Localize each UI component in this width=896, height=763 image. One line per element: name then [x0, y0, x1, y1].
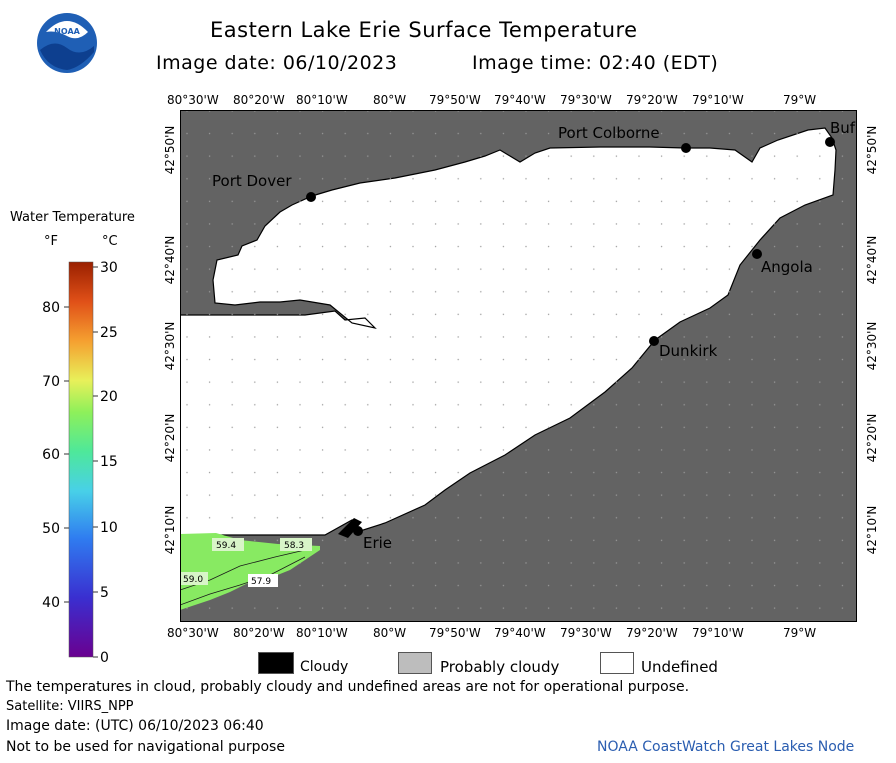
map-title: Eastern Lake Erie Surface Temperature — [210, 18, 638, 42]
lat-tick: 42°10'N — [163, 506, 177, 555]
lat-tick: 42°50'N — [865, 126, 879, 175]
lon-tick: 79°50'W — [429, 93, 481, 107]
lake-map: 59.4 58.3 59.0 57.9 Port Dover Port Colb… — [180, 110, 857, 622]
lon-tick: 79°W — [783, 626, 817, 640]
image-time: Image time: 02:40 (EDT) — [472, 52, 719, 74]
lat-tick: 42°40'N — [163, 236, 177, 285]
lat-tick: 42°20'N — [865, 414, 879, 463]
isotherm-label: 59.0 — [183, 575, 203, 585]
temperature-colorbar: 80 70 60 50 40 30 25 20 15 10 5 0 — [42, 260, 118, 666]
colorbar-title: Water Temperature — [10, 210, 135, 225]
image-date: Image date: 06/10/2023 — [156, 52, 398, 74]
port-dover-label: Port Dover — [212, 172, 292, 190]
lat-tick: 42°40'N — [865, 236, 879, 285]
lon-tick: 80°10'W — [296, 93, 348, 107]
lon-tick: 79°10'W — [692, 93, 744, 107]
lon-tick: 79°40'W — [494, 93, 546, 107]
colorbar-f-tick: 70 — [42, 374, 60, 390]
dunkirk-marker — [649, 336, 659, 346]
erie-marker — [353, 526, 363, 536]
colorbar-unit-c: °C — [102, 234, 118, 249]
lat-lon-grid — [180, 110, 857, 622]
lon-tick: 80°30'W — [167, 626, 219, 640]
lat-axis-right: 42°50'N 42°40'N 42°30'N 42°20'N 42°10'N — [865, 126, 879, 555]
legend-label-undefined: Undefined — [641, 658, 718, 676]
lat-tick: 42°50'N — [163, 126, 177, 175]
colorbar-unit-f: °F — [44, 234, 58, 249]
lon-tick: 79°20'W — [626, 626, 678, 640]
buffalo-label: Buf — [830, 119, 856, 137]
buffalo-marker — [825, 137, 835, 147]
colorbar-f-tick: 80 — [42, 300, 60, 316]
colorbar-f-tick: 50 — [42, 521, 60, 537]
lat-tick: 42°30'N — [163, 322, 177, 371]
lon-tick: 79°50'W — [429, 626, 481, 640]
nav-warning-text: Not to be used for navigational purpose — [6, 739, 285, 755]
angola-label: Angola — [761, 258, 813, 276]
lat-tick: 42°20'N — [163, 414, 177, 463]
lon-tick: 80°W — [373, 93, 407, 107]
satellite-text: Satellite: VIIRS_NPP — [6, 699, 134, 714]
port-dover-marker — [306, 192, 316, 202]
erie-label: Erie — [363, 534, 392, 552]
lon-tick: 79°30'W — [560, 93, 612, 107]
lon-tick: 80°20'W — [233, 93, 285, 107]
lat-tick: 42°30'N — [865, 322, 879, 371]
lat-tick: 42°10'N — [865, 506, 879, 555]
isotherm-label: 59.4 — [216, 541, 236, 551]
legend-swatch-cloudy — [258, 652, 294, 674]
lat-axis-left: 42°50'N 42°40'N 42°30'N 42°20'N 42°10'N — [163, 126, 177, 555]
port-colborne-label: Port Colborne — [558, 124, 660, 142]
legend-swatch-undefined — [600, 652, 634, 674]
dunkirk-label: Dunkirk — [659, 342, 718, 360]
cloudy-area — [338, 518, 362, 538]
colorbar-c-tick: 20 — [100, 389, 118, 405]
lon-tick: 80°30'W — [167, 93, 219, 107]
colorbar-c-tick: 25 — [100, 325, 118, 341]
lon-tick: 79°10'W — [692, 626, 744, 640]
colorbar-c-tick: 5 — [100, 585, 109, 601]
colorbar-c-tick: 0 — [100, 650, 109, 666]
legend-swatch-probably-cloudy — [398, 652, 432, 674]
utc-date-text: Image date: (UTC) 06/10/2023 06:40 — [6, 718, 264, 734]
colorbar-f-tick: 60 — [42, 447, 60, 463]
isotherm-label: 58.3 — [284, 541, 304, 551]
colorbar-c-tick: 10 — [100, 520, 118, 536]
lon-tick: 79°20'W — [626, 93, 678, 107]
legend-label-probably-cloudy: Probably cloudy — [440, 658, 560, 676]
angola-marker — [752, 249, 762, 259]
noaa-logo-text: NOAA — [54, 27, 80, 36]
noaa-logo: NOAA — [37, 13, 97, 73]
colorbar-c-tick: 15 — [100, 454, 118, 470]
colorbar-c-tick: 30 — [100, 260, 118, 276]
lon-tick: 80°W — [373, 626, 407, 640]
isotherm-label: 57.9 — [251, 577, 271, 587]
port-colborne-marker — [681, 143, 691, 153]
colorbar-f-tick: 40 — [42, 595, 60, 611]
lon-tick: 80°20'W — [233, 626, 285, 640]
lon-tick: 80°10'W — [296, 626, 348, 640]
lon-tick: 79°40'W — [494, 626, 546, 640]
temperature-region — [180, 533, 320, 610]
lon-tick: 79°30'W — [560, 626, 612, 640]
credit-text: NOAA CoastWatch Great Lakes Node — [597, 739, 855, 755]
map-frame — [180, 110, 857, 622]
lon-tick: 79°W — [783, 93, 817, 107]
disclaimer-text: The temperatures in cloud, probably clou… — [6, 679, 690, 695]
legend-label-cloudy: Cloudy — [300, 659, 349, 675]
